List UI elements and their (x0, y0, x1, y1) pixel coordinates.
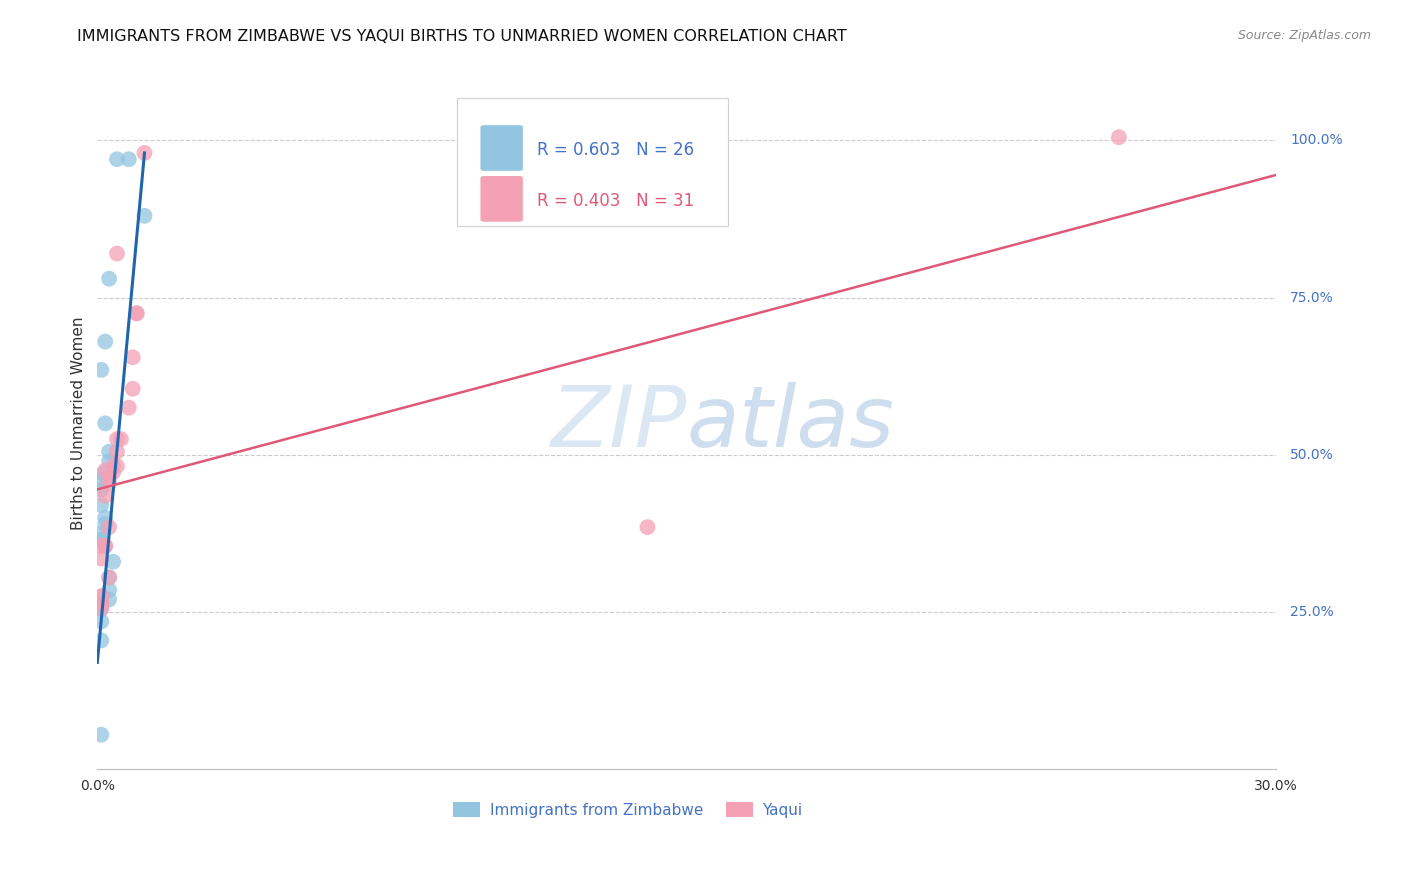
Point (90, 533, 112, 547)
Point (110, 432, 132, 446)
Point (121, 382, 143, 396)
Text: atlas: atlas (686, 382, 894, 465)
Point (90, 633, 112, 648)
Point (90, 599, 112, 613)
Point (90, 596, 112, 610)
Legend: Immigrants from Zimbabwe, Yaqui: Immigrants from Zimbabwe, Yaqui (447, 796, 808, 824)
Point (90, 590, 112, 604)
Point (118, 152, 141, 166)
Y-axis label: Births to Unmarried Women: Births to Unmarried Women (72, 317, 86, 530)
Point (90, 602, 112, 616)
Point (125, 306, 148, 320)
Point (91, 467, 114, 481)
Point (94, 516, 117, 531)
Point (90, 596, 112, 610)
Point (105, 432, 128, 446)
Point (94, 539, 117, 553)
Point (90, 728, 112, 742)
FancyBboxPatch shape (481, 176, 523, 222)
Point (94, 464, 117, 478)
Point (90, 590, 112, 604)
Point (94, 334, 117, 349)
Point (105, 459, 128, 474)
Point (98, 570, 121, 584)
Point (90, 615, 112, 629)
Point (134, 209, 156, 223)
Point (94, 539, 117, 553)
Text: 50.0%: 50.0% (1291, 448, 1334, 462)
Point (98, 444, 121, 458)
Point (101, 466, 124, 480)
Text: R = 0.603   N = 26: R = 0.603 N = 26 (537, 141, 695, 159)
FancyBboxPatch shape (457, 98, 728, 227)
Point (98, 520, 121, 534)
Text: R = 0.403   N = 31: R = 0.403 N = 31 (537, 192, 695, 210)
FancyBboxPatch shape (481, 125, 523, 171)
Point (90, 539, 112, 553)
Point (98, 570, 121, 584)
Point (90, 602, 112, 616)
Point (98, 271, 121, 285)
Point (98, 582, 121, 597)
Point (636, 520, 658, 534)
Point (98, 470, 121, 484)
Text: 100.0%: 100.0% (1291, 133, 1343, 147)
Point (90, 596, 112, 610)
Text: Source: ZipAtlas.com: Source: ZipAtlas.com (1237, 29, 1371, 42)
Point (105, 152, 128, 166)
Point (101, 459, 124, 474)
Text: IMMIGRANTS FROM ZIMBABWE VS YAQUI BIRTHS TO UNMARRIED WOMEN CORRELATION CHART: IMMIGRANTS FROM ZIMBABWE VS YAQUI BIRTHS… (77, 29, 846, 44)
Point (90, 551, 112, 566)
Point (90, 473, 112, 487)
Point (90, 498, 112, 512)
Point (94, 510, 117, 524)
Point (90, 363, 112, 377)
Point (105, 246, 128, 260)
Point (98, 592, 121, 607)
Point (98, 476, 121, 491)
Point (94, 489, 117, 503)
Point (125, 306, 148, 320)
Point (98, 454, 121, 468)
Text: ZIP: ZIP (551, 382, 686, 465)
Point (90, 483, 112, 497)
Point (101, 555, 124, 569)
Text: 25.0%: 25.0% (1291, 605, 1334, 619)
Point (121, 351, 143, 365)
Point (105, 444, 128, 458)
Point (94, 417, 117, 431)
Point (1108, 130, 1130, 145)
Point (90, 526, 112, 541)
Point (118, 401, 141, 415)
Point (134, 145, 156, 160)
Text: 75.0%: 75.0% (1291, 291, 1334, 304)
